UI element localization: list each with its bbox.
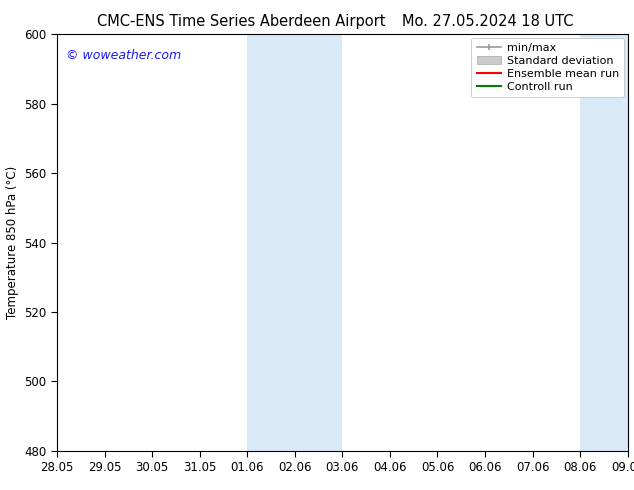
Text: © woweather.com: © woweather.com — [66, 49, 181, 62]
Bar — [247, 34, 342, 451]
Bar — [580, 34, 628, 451]
Legend: min/max, Standard deviation, Ensemble mean run, Controll run: min/max, Standard deviation, Ensemble me… — [471, 38, 624, 97]
Text: CMC-ENS Time Series Aberdeen Airport: CMC-ENS Time Series Aberdeen Airport — [96, 14, 385, 29]
Text: Mo. 27.05.2024 18 UTC: Mo. 27.05.2024 18 UTC — [403, 14, 574, 29]
Y-axis label: Temperature 850 hPa (°C): Temperature 850 hPa (°C) — [6, 166, 19, 319]
